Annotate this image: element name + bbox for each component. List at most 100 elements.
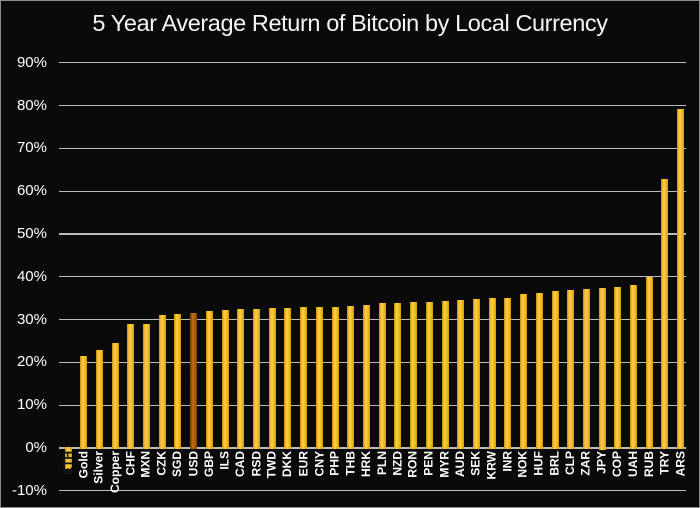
x-axis-label-AUD: AUD [453,450,468,477]
bar-COP [614,286,622,450]
bar-CZK [158,315,166,450]
bar-AUD [457,299,465,450]
x-axis-label-UAH: UAH [626,450,641,477]
x-axis-label-PHP: PHP [327,450,342,476]
x-axis-label-RON: RON [406,450,421,478]
bar-EUR [300,307,308,450]
x-axis-label-GBP: GBP [201,450,216,477]
x-axis-label-CAD: CAD [233,450,248,477]
gridline-20% [59,361,686,364]
bar-DKK [284,308,292,450]
bar-NOK [520,294,528,450]
x-axis-label-CZK: CZK [154,450,169,476]
bar-SEK [472,299,480,450]
x-axis-label-MYR: MYR [437,450,452,478]
x-axis-label-EUR: EUR [296,450,311,476]
x-axis-label-HRK: HRK [359,450,373,477]
y-axis-tick-label: 10% [16,396,47,414]
gridline-10% [59,404,686,406]
bar-MYR [441,300,449,450]
x-axis-label-TWD: TWD [264,450,279,478]
x-axis-label-SEK: SEK [468,450,483,476]
x-axis-label-RUB: RUB [641,450,656,477]
bar-CNY [315,306,323,450]
bar-PEN [425,301,433,450]
bar-TRY [661,178,669,450]
x-axis-label-INR: INR [500,450,515,472]
bar-JPY [598,287,606,450]
bar-RSD [253,308,261,450]
x-axis-label-Gold: Gold [76,450,91,478]
x-axis-label-Copper: Copper [107,450,122,493]
bar-Silver [95,350,103,450]
y-axis-tick-label: 0% [25,439,47,456]
gridline-70% [59,147,686,150]
bar-USD [190,313,198,450]
chart-title: 5 Year Average Return of Bitcoin by Loca… [92,10,608,36]
gridline-40% [59,276,686,278]
y-axis-tick-label: -10% [11,481,47,499]
y-axis-tick-label: 30% [16,310,47,328]
x-axis-label-NOK: NOK [516,450,531,478]
bar-Gold [80,356,88,450]
bar-ARS [677,109,685,450]
gridline-50% [59,233,686,235]
bar-PLN [378,303,386,450]
x-axis-label-ETH: ETH [60,450,75,475]
y-axis-tick-label: 70% [16,139,47,157]
x-axis-label-NZD: NZD [390,450,405,476]
x-axis-label-PEN: PEN [421,450,436,476]
bar-ZAR [582,289,590,450]
bar-SGD [174,314,182,450]
gridline-80% [59,104,686,107]
x-axis-label-COP: COP [610,450,625,477]
x-axis-label-USD: USD [186,450,201,476]
bar-KRW [488,298,496,450]
bar-INR [504,297,512,450]
x-axis-label-RSD: RSD [249,450,264,476]
x-axis-label-DKK: DKK [280,450,295,477]
y-axis-tick-label: 20% [16,353,47,371]
y-axis-tick-label: 60% [16,182,47,200]
x-axis-label-CLP: CLP [563,450,578,475]
bar-CHF [127,323,135,450]
bar-NZD [394,302,402,450]
x-axis-label-HUF: HUF [531,450,546,476]
y-axis-tick-label: 90% [16,53,47,71]
y-axis-tick-label: 50% [16,225,47,242]
bar-CAD [237,309,245,450]
x-axis-label-BRL: BRL [547,450,562,476]
gridline-60% [59,190,686,192]
bar-CLP [567,289,575,450]
x-axis-label-ILS: ILS [217,450,232,470]
x-axis-label-CHF: CHF [123,450,138,476]
x-axis-label-JPY: JPY [594,450,609,474]
gridline-30% [59,318,686,321]
bar-HRK [362,305,370,450]
gridline-0% [59,447,686,449]
bar-MXN [143,323,151,450]
bar-HUF [535,292,543,450]
bar-ILS [221,310,229,450]
bar-RON [410,302,418,450]
x-axis-label-KRW: KRW [484,450,499,479]
x-axis-label-TRY: TRY [657,450,672,475]
x-axis-label-THB: THB [343,450,358,476]
bar-TWD [268,308,276,450]
bar-GBP [205,311,213,450]
y-axis-tick-label: 80% [16,96,47,114]
bar-RUB [645,277,653,450]
bar-THB [347,306,355,450]
x-axis-label-PLN: PLN [374,450,389,475]
x-axis-label-MXN: MXN [139,450,154,478]
x-axis-label-Silver: Silver [91,450,106,484]
bar-UAH [630,285,638,450]
bar-Copper [111,343,119,450]
gridline--10% [59,490,686,492]
x-axis-label-CNY: CNY [311,450,326,476]
y-axis-tick-label: 40% [16,267,47,285]
bar-ETH [64,447,72,470]
gridline-90% [59,62,686,64]
bar-BRL [551,291,559,450]
